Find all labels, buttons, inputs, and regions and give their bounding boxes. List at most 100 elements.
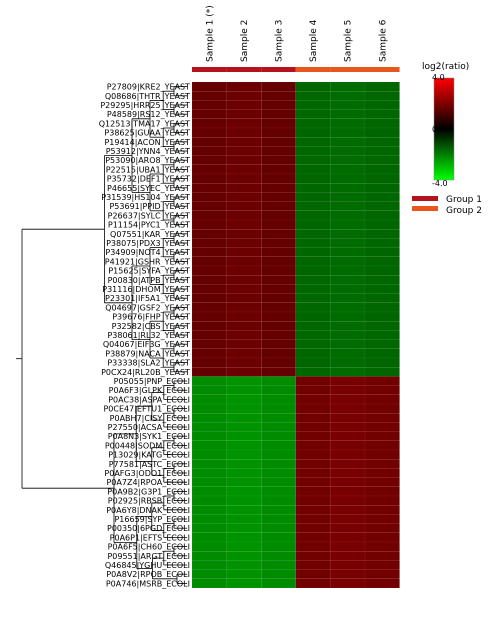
heatmap-cell [364, 431, 400, 442]
heatmap-cell [364, 376, 400, 386]
heatmap-cell [364, 505, 400, 515]
colorbar-tick-min: -4.0 [432, 179, 448, 188]
row-labels: P27809|KRE2_YEASTQ08686|THTR_YEASTP29295… [99, 83, 190, 589]
row-label: P19414|ACON_YEAST [104, 138, 190, 147]
row-label: P0CX24|RL20B_YEAST [101, 368, 190, 377]
heatmap-cell [364, 219, 400, 230]
heatmap-cell [364, 100, 400, 110]
heatmap-cell [191, 173, 227, 184]
heatmap-cell [261, 164, 297, 175]
row-label: P00448|SODM_ECOLI [105, 441, 190, 450]
heatmap-cell [261, 348, 297, 359]
heatmap-cell [330, 311, 366, 322]
heatmap-cell [364, 293, 400, 304]
row-label: P32582|CBS_YEAST [112, 322, 190, 331]
heatmap-cell [330, 330, 366, 340]
heatmap-cell [295, 284, 331, 294]
heatmap-cell [330, 173, 366, 184]
row-label: P34909|NOT4_YEAST [105, 248, 190, 257]
heatmap-cell [226, 541, 262, 552]
heatmap-cell [364, 90, 400, 101]
row-label: P0ABH7|CISY_ECOLI [110, 414, 190, 423]
heatmap-cell [330, 164, 366, 175]
heatmap-cell [261, 495, 297, 506]
heatmap-cell [261, 486, 297, 497]
heatmap-cell [191, 155, 227, 166]
row-label: P33338|SLA2_YEAST [107, 359, 190, 368]
heatmap-cell [364, 486, 400, 497]
heatmap-cell [364, 118, 400, 129]
heatmap-cell [295, 523, 331, 533]
heatmap-cell [226, 523, 262, 533]
heatmap-cell [364, 182, 400, 193]
heatmap-cell [261, 182, 297, 193]
heatmap-cell [364, 578, 400, 589]
heatmap-cell [191, 201, 227, 212]
heatmap-cell [295, 136, 331, 147]
heatmap-cell [295, 514, 331, 524]
heatmap-cell [295, 367, 331, 377]
heatmap-cell [226, 477, 262, 488]
heatmap-cell [295, 210, 331, 221]
heatmap-cell [295, 394, 331, 405]
heatmap-cell [330, 394, 366, 405]
heatmap-cell [226, 275, 262, 285]
heatmap-cell [191, 238, 227, 248]
heatmap-cell [226, 164, 262, 175]
heatmap-cell [295, 477, 331, 488]
heatmap-cell [261, 431, 297, 442]
row-label: P09551|ARGT_ECOLI [107, 552, 190, 561]
heatmap-cell [191, 477, 227, 488]
heatmap-cell [226, 560, 262, 570]
heatmap-cell [330, 440, 366, 451]
heatmap-cell [261, 247, 297, 258]
group-bar-segment [295, 67, 331, 72]
heatmap-cell [191, 385, 227, 396]
heatmap-cell [261, 192, 297, 202]
heatmap-cell [261, 569, 297, 579]
row-label: P53090|ARO8_YEAST [105, 156, 190, 165]
heatmap-cell [330, 265, 366, 276]
heatmap-cell [330, 477, 366, 488]
heatmap-cell [191, 394, 227, 405]
heatmap-cell [364, 265, 400, 276]
heatmap-cell [191, 293, 227, 304]
heatmap-cell [295, 90, 331, 101]
heatmap-cell [295, 228, 331, 239]
heatmap-cell [330, 238, 366, 248]
heatmap-cell [191, 514, 227, 524]
heatmap-cell [261, 357, 297, 368]
heatmap-cell [226, 118, 262, 129]
heatmap-cell [261, 449, 297, 460]
column-header: Sample 2 [240, 20, 250, 62]
heatmap-cell [295, 81, 331, 92]
heatmap-cell [191, 560, 227, 570]
heatmap-cell [330, 100, 366, 110]
heatmap-cell [226, 182, 262, 193]
legend-swatch-group-2 [412, 206, 438, 211]
heatmap-cell [191, 118, 227, 129]
heatmap-cell [295, 155, 331, 166]
row-label: P0A746|MSRB_ECOLI [106, 579, 190, 588]
legend-swatch-group-1 [412, 196, 438, 201]
heatmap-cell [226, 376, 262, 386]
heatmap-cell [330, 109, 366, 119]
heatmap-cell [191, 532, 227, 543]
heatmap-cell [261, 118, 297, 129]
heatmap-cell [226, 100, 262, 110]
heatmap-cell [191, 367, 227, 377]
heatmap-cell [191, 413, 227, 423]
heatmap-cell [295, 109, 331, 119]
heatmap-cell [295, 403, 331, 414]
heatmap-cell [295, 330, 331, 340]
row-label: P0A6P1|EFTS_ECOLI [110, 533, 190, 542]
heatmap-cell [261, 394, 297, 405]
heatmap-cell [226, 468, 262, 478]
heatmap-cell [330, 376, 366, 386]
heatmap-cell [191, 247, 227, 258]
row-label: P0A6Y8|DNAK_ECOLI [106, 506, 190, 515]
heatmap-cell [330, 118, 366, 129]
dendrogram [16, 86, 187, 584]
heatmap-cell [261, 367, 297, 377]
heatmap-cell [191, 136, 227, 147]
